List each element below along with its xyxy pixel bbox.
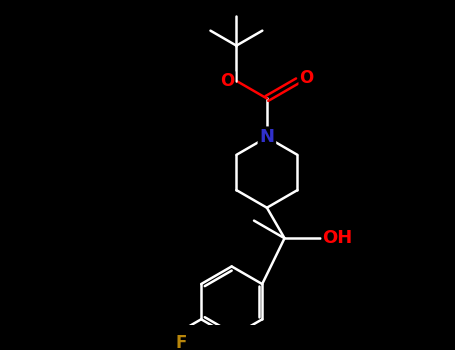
Text: F: F xyxy=(176,334,187,350)
Text: O: O xyxy=(299,69,313,87)
Text: O: O xyxy=(220,72,234,90)
Text: N: N xyxy=(259,128,274,146)
Text: OH: OH xyxy=(323,229,353,247)
